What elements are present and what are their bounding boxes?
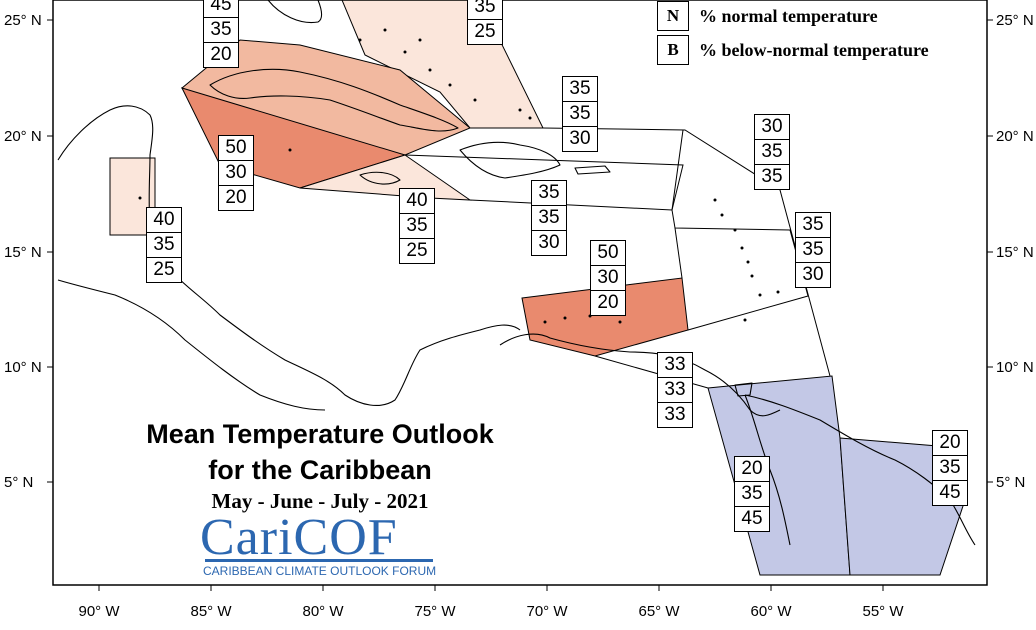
lat-label: 5° N (4, 474, 33, 491)
lon-label: 85° W (190, 603, 232, 620)
lon-label: 70° W (526, 603, 568, 620)
legend-key: B (657, 35, 689, 65)
longitude-ticks (98, 585, 884, 591)
latitude-labels-left: 25° N 20° N 15° N 10° N 5° N (4, 12, 42, 491)
prob-normal: 35 (532, 206, 566, 231)
prob-below: 20 (225, 187, 247, 208)
prob-below: 30 (569, 128, 591, 149)
prob-normal: 35 (755, 140, 789, 165)
prob-below: 20 (597, 292, 619, 313)
prob-normal: 35 (735, 482, 769, 507)
latitude-labels-right: 25° N 20° N 15° N 10° N 5° N (996, 12, 1034, 491)
prob-above: 30 (755, 115, 789, 140)
prob-box-turks-caicos: 35 35 30 (562, 76, 598, 152)
prob-normal: 35 (468, 0, 502, 20)
lat-label: 10° N (4, 359, 42, 376)
lat-label: 25° N (996, 12, 1034, 29)
legend-normal: N % normal temperature (657, 1, 878, 31)
region-abc-islands (521, 277, 689, 357)
prob-above: 33 (658, 353, 692, 378)
prob-above: 20 (735, 457, 769, 482)
prob-below: 25 (153, 259, 175, 280)
lon-label: 60° W (750, 603, 792, 620)
prob-above: 35 (563, 77, 597, 102)
logo-divider (205, 559, 433, 562)
prob-below: 45 (939, 482, 961, 503)
prob-normal: 35 (400, 214, 434, 239)
prob-below: 25 (406, 240, 428, 261)
prob-normal: 30 (219, 161, 253, 186)
caricof-logo: CariCOF (200, 509, 398, 566)
lon-label: 55° W (862, 603, 904, 620)
prob-box-suriname: 20 35 45 (932, 430, 968, 506)
lat-label: 20° N (4, 128, 42, 145)
prob-box-trinidad: 33 33 33 (657, 352, 693, 428)
lon-label: 80° W (302, 603, 344, 620)
lat-label: 25° N (4, 12, 42, 29)
lat-label: 10° N (996, 359, 1034, 376)
prob-above: 20 (933, 431, 967, 456)
prob-below: 20 (210, 44, 232, 65)
lon-label: 90° W (78, 603, 120, 620)
legend-text: % normal temperature (699, 5, 878, 26)
prob-box-bahamas-east: 35 25 (467, 0, 503, 45)
prob-box-leeward-north: 30 35 35 (754, 114, 790, 190)
lat-label: 15° N (996, 244, 1034, 261)
map-title-line2: for the Caribbean (208, 455, 432, 485)
prob-box-bahamas-west: 45 35 20 (203, 0, 239, 68)
longitude-labels: 90° W 85° W 80° W 75° W 70° W 65° W 60° … (78, 603, 904, 620)
prob-normal: 30 (591, 266, 625, 291)
prob-above: 35 (796, 213, 830, 238)
prob-box-windward: 35 35 30 (795, 212, 831, 288)
prob-above: 50 (219, 136, 253, 161)
prob-above: 45 (204, 0, 238, 18)
lon-label: 65° W (638, 603, 680, 620)
map-title-line1: Mean Temperature Outlook (146, 419, 494, 449)
prob-normal: 35 (204, 18, 238, 43)
prob-box-guyana: 20 35 45 (734, 456, 770, 532)
prob-normal: 35 (563, 102, 597, 127)
lat-label: 5° N (996, 474, 1025, 491)
prob-below: 30 (802, 264, 824, 285)
small-islands (138, 28, 780, 324)
prob-below: 45 (741, 508, 763, 529)
prob-normal: 35 (796, 238, 830, 263)
prob-above: 50 (591, 241, 625, 266)
prob-below: 30 (538, 232, 560, 253)
prob-below: 35 (761, 166, 783, 187)
latitude-ticks (47, 19, 993, 483)
prob-normal: 35 (933, 456, 967, 481)
legend-text: % below-normal temperature (699, 39, 929, 60)
prob-above: 40 (400, 189, 434, 214)
legend-below: B % below-normal temperature (657, 35, 929, 65)
map-period: May - June - July - 2021 (211, 489, 429, 513)
prob-box-hispaniola-south: 35 35 30 (531, 180, 567, 256)
legend-key: N (657, 1, 689, 31)
prob-above: 40 (147, 208, 181, 233)
caricof-logo-subtitle: CARIBBEAN CLIMATE OUTLOOK FORUM (203, 564, 437, 578)
lat-label: 15° N (4, 244, 42, 261)
prob-below: 25 (474, 21, 496, 42)
lat-label: 20° N (996, 128, 1034, 145)
prob-box-jamaica: 40 35 25 (399, 188, 435, 264)
map-frame (52, 0, 988, 586)
lon-label: 75° W (414, 603, 456, 620)
region-guyana (707, 375, 851, 576)
prob-above: 35 (532, 181, 566, 206)
prob-box-cayman: 50 30 20 (218, 135, 254, 211)
prob-box-belize: 40 35 25 (146, 207, 182, 283)
prob-normal: 35 (147, 233, 181, 258)
prob-below: 33 (664, 404, 686, 425)
prob-normal: 33 (658, 378, 692, 403)
prob-box-abc-islands: 50 30 20 (590, 240, 626, 316)
